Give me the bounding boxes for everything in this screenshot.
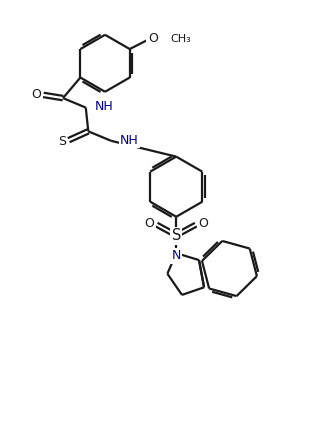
Text: O: O bbox=[31, 88, 41, 101]
Text: NH: NH bbox=[95, 101, 113, 113]
Text: CH₃: CH₃ bbox=[170, 34, 191, 44]
Text: O: O bbox=[148, 32, 158, 46]
Text: N: N bbox=[171, 249, 181, 262]
Text: O: O bbox=[145, 217, 155, 229]
Text: NH: NH bbox=[120, 134, 139, 147]
Text: O: O bbox=[198, 217, 208, 229]
Text: S: S bbox=[58, 135, 66, 148]
Text: S: S bbox=[171, 228, 181, 243]
